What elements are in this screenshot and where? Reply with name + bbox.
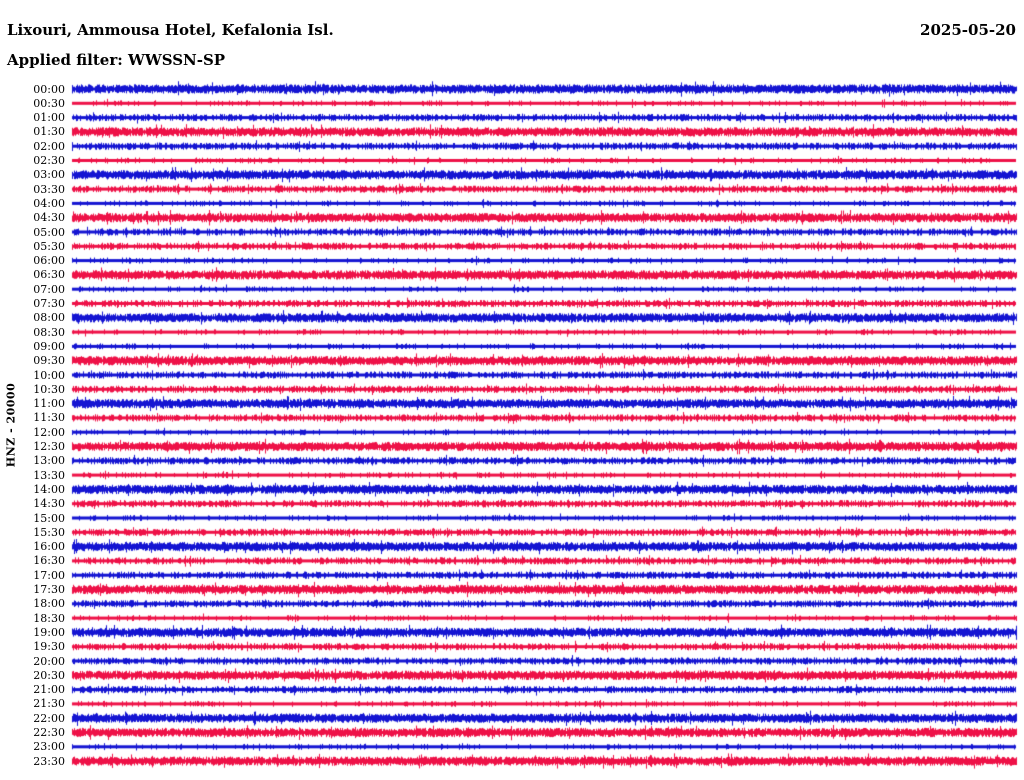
time-label: 12:30 — [33, 440, 65, 453]
time-label: 18:00 — [33, 597, 65, 611]
time-label: 18:30 — [33, 611, 65, 625]
time-label: 08:00 — [33, 311, 65, 325]
time-label: 22:00 — [33, 711, 65, 725]
time-label: 19:30 — [33, 640, 65, 654]
time-label: 15:30 — [33, 525, 65, 539]
time-label: 08:30 — [33, 325, 65, 339]
time-label: 17:00 — [33, 568, 65, 582]
time-label: 11:00 — [33, 397, 65, 411]
time-label: 10:30 — [33, 382, 65, 396]
time-label: 06:00 — [33, 254, 65, 268]
time-label: 01:00 — [33, 111, 65, 125]
time-label: 03:00 — [33, 168, 65, 182]
time-label: 20:30 — [33, 668, 65, 682]
time-label: 05:30 — [33, 239, 65, 253]
time-label: 23:30 — [33, 754, 65, 768]
time-label: 14:00 — [33, 482, 65, 496]
time-label: 00:00 — [33, 82, 65, 96]
time-label: 03:30 — [33, 182, 65, 196]
time-label: 13:00 — [33, 454, 65, 468]
time-label: 02:00 — [33, 139, 65, 153]
time-label: 13:30 — [33, 468, 65, 482]
time-label: 23:00 — [33, 740, 65, 754]
time-label: 17:30 — [33, 583, 65, 596]
time-label: 07:30 — [33, 297, 65, 310]
time-label: 04:30 — [33, 211, 65, 225]
time-label: 12:00 — [33, 425, 65, 439]
time-label: 01:30 — [33, 125, 65, 139]
time-label: 10:00 — [33, 368, 65, 382]
time-label: 07:00 — [33, 282, 65, 296]
time-label: 09:00 — [33, 339, 65, 353]
time-label: 05:00 — [33, 225, 65, 239]
time-label: 04:00 — [33, 196, 65, 210]
time-label: 22:30 — [33, 726, 65, 739]
time-label: 02:30 — [33, 154, 65, 167]
time-label: 11:30 — [33, 411, 65, 425]
time-label: 16:00 — [33, 540, 65, 554]
time-label: 09:30 — [33, 354, 65, 368]
time-label: 21:00 — [33, 683, 65, 697]
time-label: 00:30 — [33, 96, 65, 110]
time-label: 14:30 — [33, 497, 65, 511]
time-label: 20:00 — [33, 654, 65, 668]
time-label: 19:00 — [33, 625, 65, 639]
time-label: 21:30 — [33, 697, 65, 711]
time-label: 15:00 — [33, 511, 65, 525]
time-label: 16:30 — [33, 554, 65, 568]
time-label: 06:30 — [33, 268, 65, 282]
